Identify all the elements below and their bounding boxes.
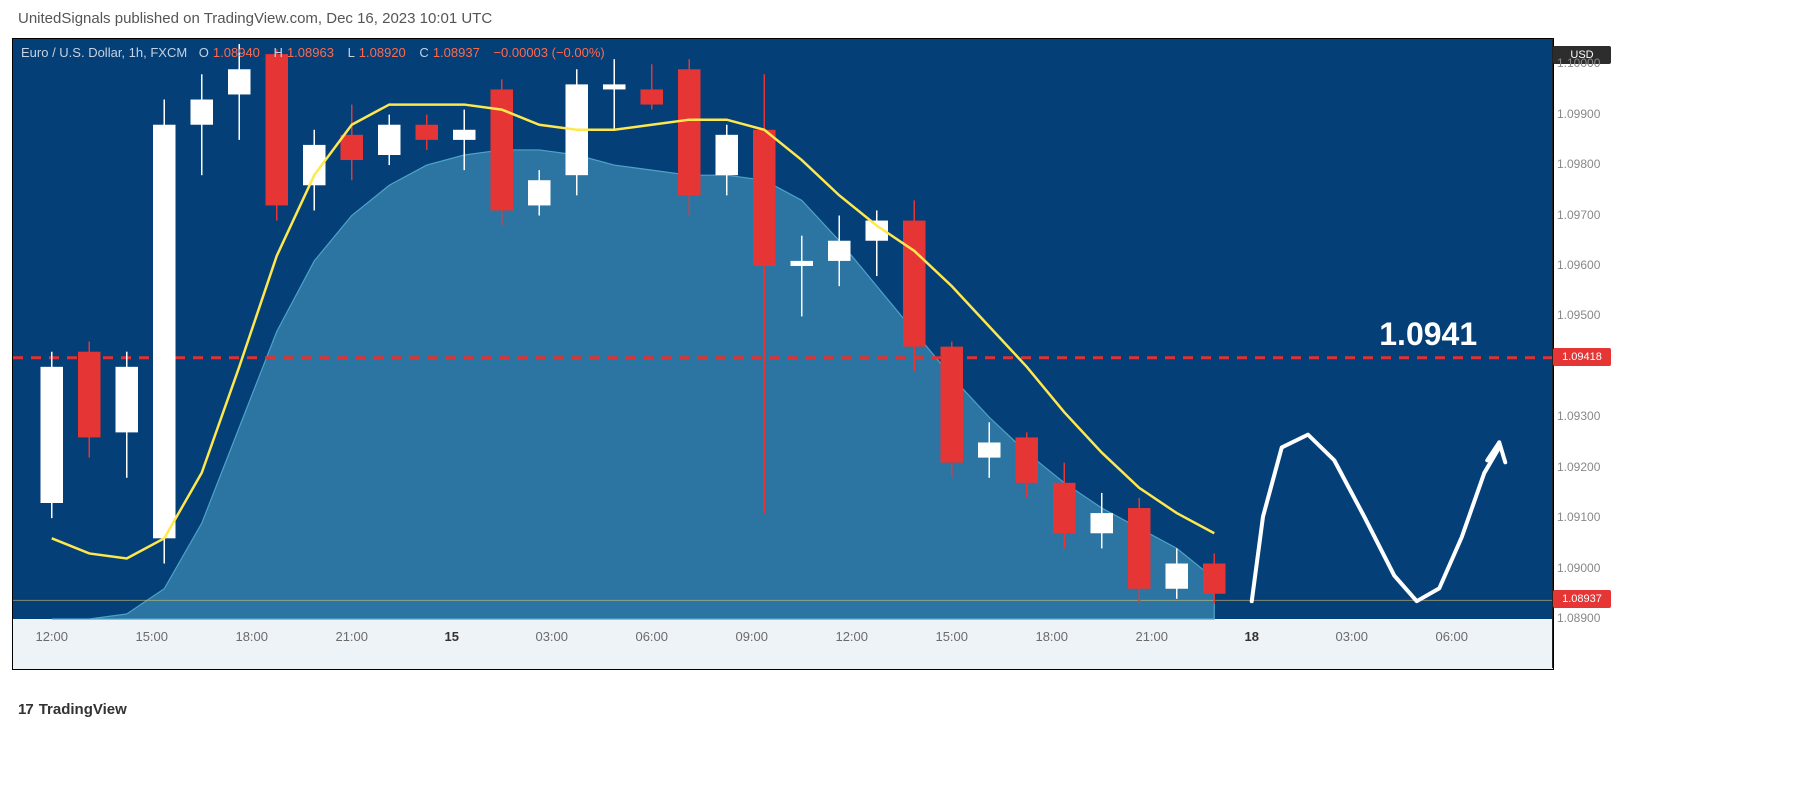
y-tick: 1.09300 [1557,409,1600,423]
svg-text:06:00: 06:00 [635,629,668,644]
dash-price-badge: 1.09418 [1553,348,1611,366]
brand-name: TradingView [39,701,127,718]
y-tick: 1.10000 [1557,56,1600,70]
y-tick: 1.09800 [1557,157,1600,171]
svg-text:18: 18 [1245,629,1259,644]
svg-text:12:00: 12:00 [835,629,868,644]
chart-area[interactable]: 12:00 15:00 18:00 21:00 15 03:00 06:00 09:00 12:… [12,38,1554,670]
svg-text:15:00: 15:00 [135,629,168,644]
brand-footer: 17 TradingView [18,701,127,718]
price-axis[interactable]: USD 1.100001.099001.098001.097001.096001… [1552,38,1613,668]
y-tick: 1.09700 [1557,208,1600,222]
svg-text:18:00: 18:00 [235,629,268,644]
svg-text:03:00: 03:00 [535,629,568,644]
publish-header: UnitedSignals published on TradingView.c… [0,0,1804,33]
svg-text:12:00: 12:00 [35,629,68,644]
ohlc-legend: Euro / U.S. Dollar, 1h, FXCM O1.08940 H1… [21,45,615,60]
svg-text:09:00: 09:00 [735,629,768,644]
svg-text:21:00: 21:00 [335,629,368,644]
y-tick: 1.09000 [1557,561,1600,575]
symbol-label: Euro / U.S. Dollar, 1h, FXCM [21,45,187,60]
svg-text:03:00: 03:00 [1335,629,1368,644]
y-tick: 1.09100 [1557,510,1600,524]
y-tick: 1.09600 [1557,258,1600,272]
svg-text:15: 15 [445,629,459,644]
svg-text:15:00: 15:00 [935,629,968,644]
tradingview-logo-icon: 17 [18,701,33,718]
svg-text:18:00: 18:00 [1035,629,1068,644]
y-tick: 1.09200 [1557,460,1600,474]
chart-svg: 12:00 15:00 18:00 21:00 15 03:00 06:00 09:00 12:… [13,39,1553,669]
svg-text:06:00: 06:00 [1435,629,1468,644]
y-tick: 1.09900 [1557,107,1600,121]
y-tick: 1.09500 [1557,308,1600,322]
forecast-price-label: 1.0941 [1379,316,1477,353]
last-price-badge: 1.08937 [1553,590,1611,608]
svg-text:21:00: 21:00 [1135,629,1168,644]
y-tick: 1.08900 [1557,611,1600,625]
